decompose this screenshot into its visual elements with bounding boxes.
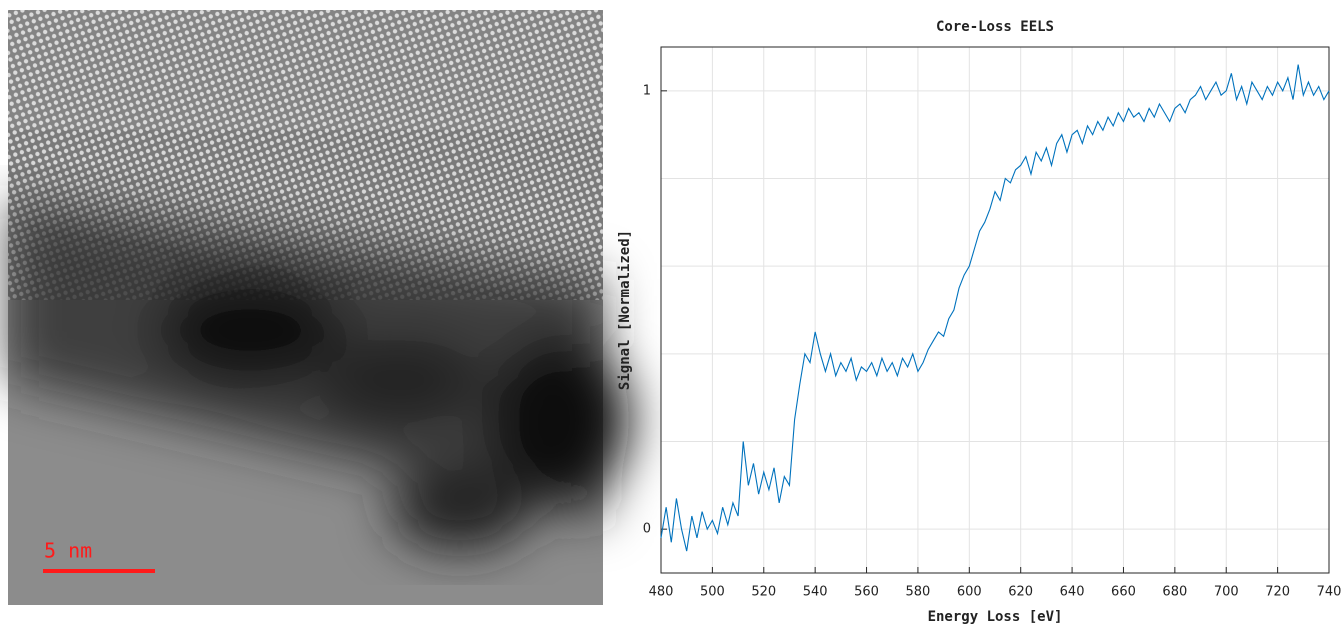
scale-bar-label: 5 nm bbox=[44, 539, 92, 563]
x-tick-label: 740 bbox=[1317, 585, 1342, 600]
x-tick-label: 560 bbox=[854, 585, 879, 600]
x-tick-label: 700 bbox=[1214, 585, 1239, 600]
plot-area bbox=[660, 46, 1330, 574]
plot-frame bbox=[660, 46, 1330, 574]
x-tick-label: 660 bbox=[1111, 585, 1136, 600]
x-tick-label: 720 bbox=[1265, 585, 1290, 600]
x-tick-label: 540 bbox=[803, 585, 828, 600]
chart-title: Core-Loss EELS bbox=[936, 19, 1054, 35]
x-tick-label: 620 bbox=[1008, 585, 1033, 600]
y-tick-label: 0 bbox=[643, 522, 651, 537]
x-tick-label: 600 bbox=[957, 585, 982, 600]
data-line bbox=[660, 64, 1330, 552]
micrograph: 5 nm bbox=[8, 10, 630, 605]
x-tick-label: 500 bbox=[700, 585, 725, 600]
y-axis-label: Signal [Normalized] bbox=[617, 230, 633, 390]
x-tick-label: 580 bbox=[906, 585, 931, 600]
x-axis-label: Energy Loss [eV] bbox=[928, 609, 1063, 625]
x-tick-label: 520 bbox=[751, 585, 776, 600]
x-tick-label: 640 bbox=[1060, 585, 1085, 600]
y-tick-label: 1 bbox=[643, 83, 651, 98]
x-tick-label: 480 bbox=[649, 585, 674, 600]
x-tick-label: 680 bbox=[1162, 585, 1187, 600]
